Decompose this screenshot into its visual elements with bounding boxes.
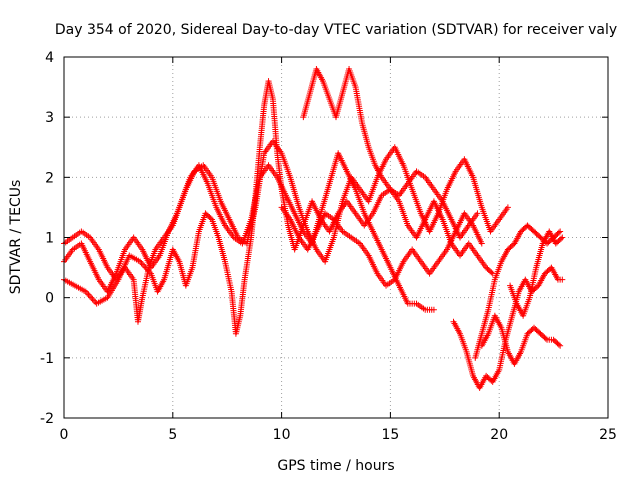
x-tick-label: 25 (599, 427, 617, 443)
data-point (559, 276, 566, 283)
data-point (92, 299, 99, 306)
data-point (207, 215, 214, 222)
chart-title: Day 354 of 2020, Sidereal Day-to-day VTE… (55, 22, 617, 38)
data-point (557, 235, 564, 242)
data-point (504, 204, 511, 211)
data-point (555, 229, 562, 236)
data-point (86, 293, 93, 300)
x-tick-label: 5 (168, 427, 177, 443)
data-point (88, 294, 95, 301)
data-point (478, 240, 485, 247)
y-tick-labels: -2 -1 0 1 2 3 4 (40, 50, 54, 427)
data-point (542, 335, 549, 342)
data-point (139, 261, 146, 268)
data-point (85, 291, 92, 298)
x-tick-label: 10 (273, 427, 291, 443)
x-tick-label: 20 (490, 427, 508, 443)
series-track-9 (507, 228, 566, 319)
series-track-3 (61, 150, 437, 325)
data-points (61, 66, 566, 391)
data-point (555, 341, 562, 348)
data-point (557, 342, 564, 349)
y-tick-label: -2 (40, 411, 54, 427)
y-tick-label: 3 (45, 110, 54, 126)
data-point (430, 306, 437, 313)
y-axis-label: SDTVAR / TECUs (8, 180, 24, 295)
x-tick-label: 15 (381, 427, 399, 443)
series-track-8 (478, 312, 564, 367)
x-tick-label: 0 (60, 427, 69, 443)
series-track-4 (300, 66, 481, 241)
x-tick-labels: 0 5 10 15 20 25 (60, 427, 617, 443)
x-axis-label: GPS time / hours (277, 458, 394, 474)
y-tick-label: 4 (45, 50, 54, 66)
y-tick-label: 1 (45, 231, 54, 247)
axis-ticks (63, 56, 609, 419)
data-point (557, 228, 564, 235)
y-tick-label: 2 (45, 170, 54, 186)
series-track-5 (278, 204, 485, 289)
y-tick-label: -1 (40, 351, 54, 367)
data-point (559, 234, 566, 241)
series-track-7 (472, 222, 564, 361)
series-track-6 (450, 264, 566, 391)
data-point (488, 269, 495, 276)
data-point (89, 296, 96, 303)
y-tick-label: 0 (45, 291, 54, 307)
series-track-1 (61, 78, 496, 337)
data-point (474, 210, 481, 217)
